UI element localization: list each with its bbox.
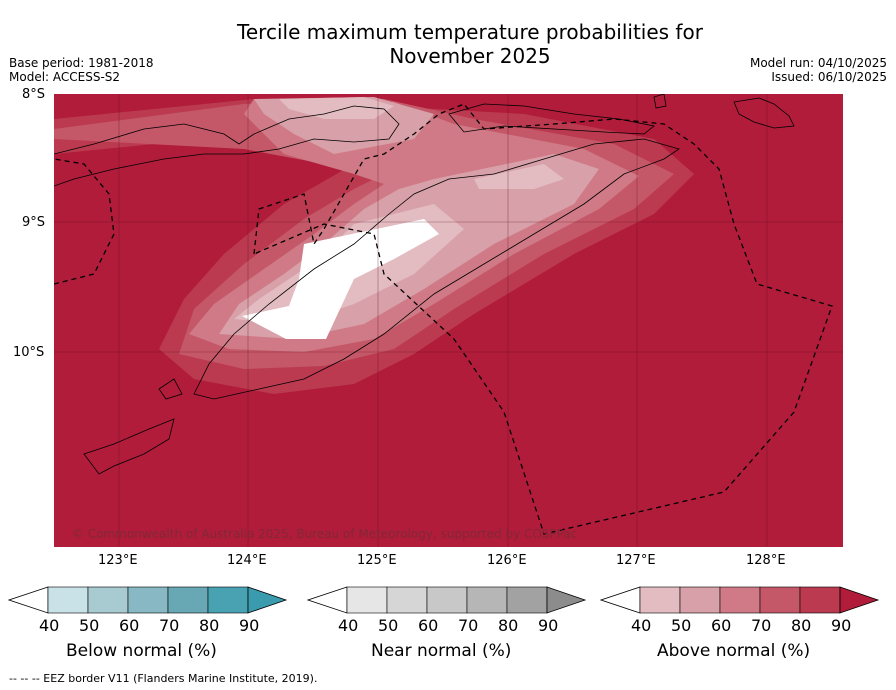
coastlines (54, 94, 795, 475)
lat-label-9s: 9°S (22, 215, 46, 230)
colorbar-tick-label: 60 (119, 616, 140, 635)
colorbar-segment (346, 586, 388, 614)
issued-date: Issued: 06/10/2025 (771, 70, 887, 84)
probability-map: © Commonwealth of Australia 2025, Bureau… (54, 94, 843, 547)
footnote: -- -- -- EEZ border V11 (Flanders Marine… (9, 672, 318, 685)
colorbar-segment (679, 586, 721, 614)
meta-right: Model run: 04/10/2025 Issued: 06/10/2025 (750, 56, 887, 84)
colorbar-segment (466, 586, 508, 614)
colorbar-segment (759, 586, 801, 614)
lon-label-127e: 127°E (616, 553, 656, 568)
colorbar-segment (47, 586, 89, 614)
lon-label-128e: 128°E (746, 553, 786, 568)
colorbar-segment (799, 586, 841, 614)
colorbar-segment (506, 586, 548, 614)
band-none (242, 219, 439, 339)
colorbar-tick-label: 60 (418, 616, 439, 635)
colorbar-right-arrow (546, 586, 587, 614)
model-run: Model run: 04/10/2025 (749, 56, 887, 70)
eez-border (54, 103, 833, 535)
colorbar-tick-label: 70 (751, 616, 772, 635)
colorbar-tick-label: 40 (39, 616, 60, 635)
colorbar-segment (167, 586, 209, 614)
colorbar-segment (127, 586, 169, 614)
colorbar-left-arrow (8, 586, 49, 614)
colorbar-above (600, 586, 880, 614)
colorbar-segment (87, 586, 129, 614)
colorbar-tick-label: 50 (79, 616, 100, 635)
colorbar-tick-label: 90 (239, 616, 260, 635)
map-title: Tercile maximum temperature probabilitie… (0, 20, 896, 68)
lon-label-126e: 126°E (487, 553, 527, 568)
title-line-2: November 2025 (389, 44, 551, 68)
meta-left: Base period: 1981-2018 Model: ACCESS-S2 (9, 56, 154, 84)
colorbar-segment (639, 586, 681, 614)
model-name: Model: ACCESS-S2 (9, 70, 121, 84)
colorbar-tick-label: 40 (338, 616, 359, 635)
colorbar-tick-label: 50 (671, 616, 692, 635)
colorbar-tick-label: 60 (711, 616, 732, 635)
lat-label-10s: 10°S (13, 345, 45, 360)
colorbar-tick-label: 50 (378, 616, 399, 635)
base-period: Base period: 1981-2018 (9, 56, 154, 70)
colorbar-tick-label: 80 (199, 616, 220, 635)
colorbar-tick-label: 80 (791, 616, 812, 635)
colorbar-above-title: Above normal (%) (657, 641, 811, 661)
colorbar-near (307, 586, 587, 614)
colorbar-segment (207, 586, 249, 614)
colorbar-segment (426, 586, 468, 614)
copyright-text: © Commonwealth of Australia 2025, Bureau… (72, 527, 577, 541)
colorbar-segment (386, 586, 428, 614)
colorbar-right-arrow (839, 586, 880, 614)
colorbar-near-title: Near normal (%) (371, 641, 512, 661)
title-line-1: Tercile maximum temperature probabilitie… (237, 20, 703, 44)
colorbar-tick-label: 90 (538, 616, 559, 635)
lat-label-8s: 8°S (22, 87, 46, 102)
colorbar-below-title: Below normal (%) (66, 641, 217, 661)
colorbar-left-arrow (600, 586, 641, 614)
lon-label-125e: 125°E (357, 553, 397, 568)
colorbar-below (8, 586, 288, 614)
colorbar-tick-label: 70 (159, 616, 180, 635)
lon-label-124e: 124°E (227, 553, 267, 568)
colorbar-tick-label: 90 (831, 616, 852, 635)
colorbar-tick-label: 40 (631, 616, 652, 635)
lon-label-123e: 123°E (98, 553, 138, 568)
colorbar-tick-label: 80 (498, 616, 519, 635)
colorbar-left-arrow (307, 586, 348, 614)
colorbar-tick-label: 70 (458, 616, 479, 635)
colorbar-right-arrow (247, 586, 288, 614)
colorbar-segment (719, 586, 761, 614)
